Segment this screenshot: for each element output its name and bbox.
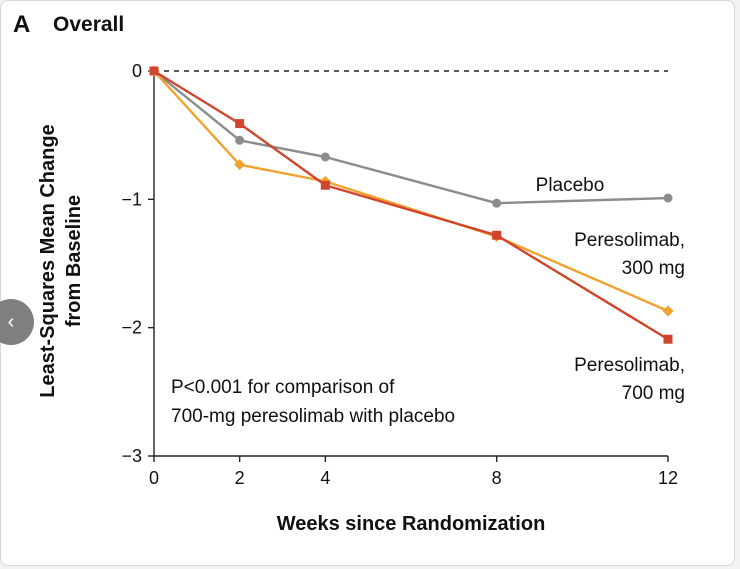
x-tick-label: 8 [492,468,502,488]
data-point-peresolimab-700-mg [149,66,159,76]
chart-title: Overall [53,13,125,36]
data-point-peresolimab-700-mg [663,334,673,344]
series-label-peresolimab-700-mg: 700 mg [622,383,685,404]
p-value-annotation: P<0.001 for comparison of [171,377,395,398]
p-value-annotation: 700-mg peresolimab with placebo [171,406,455,427]
y-tick-label: 0 [132,61,142,81]
y-tick-label: −2 [121,318,142,338]
x-axis-label: Weeks since Randomization [276,513,546,535]
data-point-peresolimab-700-mg [492,230,502,240]
x-tick-label: 0 [149,468,159,488]
data-point-peresolimab-300-mg [234,159,246,171]
x-tick-label: 12 [658,468,678,488]
panel-letter: A [13,11,31,38]
x-tick-label: 4 [320,468,330,488]
series-label-peresolimab-300-mg: Peresolimab, [574,230,685,251]
data-point-peresolimab-700-mg [320,180,330,190]
y-tick-label: −1 [121,189,142,209]
data-point-placebo [663,193,673,203]
data-point-placebo [235,135,245,145]
x-tick-label: 2 [235,468,245,488]
y-tick-label: −3 [121,446,142,466]
series-line-peresolimab-700-mg [153,69,669,341]
data-point-placebo [492,198,502,208]
data-point-peresolimab-700-mg [235,119,245,129]
series-label-peresolimab-700-mg: Peresolimab, [574,355,685,376]
series-label-peresolimab-300-mg: 300 mg [622,258,685,279]
data-point-peresolimab-300-mg [662,305,674,317]
series-label-placebo: Placebo [536,175,605,196]
data-point-placebo [320,152,330,162]
chevron-left-icon: ‹ [7,310,15,333]
